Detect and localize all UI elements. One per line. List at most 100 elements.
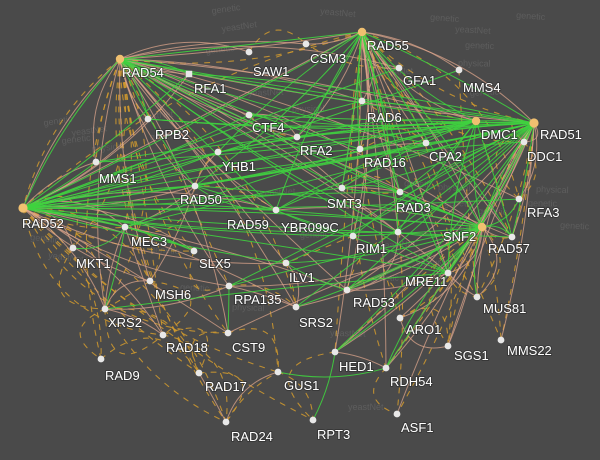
graph-node-rfa2[interactable] [293,133,301,141]
edge-yeastNet [361,31,535,124]
graph-node-rad53[interactable] [343,286,351,294]
graph-node-rfa3[interactable] [515,195,523,203]
edge-physical [296,31,363,138]
edge-yeastNet [119,45,400,69]
graph-node-sgs1[interactable] [444,342,452,350]
edge-genetic [162,327,209,374]
graph-node-smt3[interactable] [338,184,346,192]
edge-type-watermark: genetic [43,113,74,127]
edge-physical [227,285,230,334]
graph-node-ilv1[interactable] [282,259,290,267]
edge-type-watermark: genetic [516,10,546,22]
node-label-rad59: RAD59 [227,217,269,232]
edge-genetic [399,226,483,319]
graph-node-rad55[interactable] [357,27,367,37]
edge-yeastNet [296,31,363,138]
graph-node-slx5[interactable] [190,247,198,255]
edge-yeastNet [119,41,250,60]
edge-genetic [104,308,227,423]
edge-genetic [361,31,404,415]
edge-genetic [476,226,501,298]
node-label-mms1: MMS1 [99,171,137,186]
graph-node-rpa135[interactable] [225,282,233,290]
edge-physical [475,120,513,238]
graph-node-rfa1[interactable] [185,70,193,78]
graph-node-gus1[interactable] [274,368,282,376]
edge-genetic [396,226,483,415]
edge-physical [22,73,190,209]
node-label-rad24: RAD24 [231,429,273,444]
graph-node-rad54[interactable] [115,54,125,64]
graph-node-rim1[interactable] [394,228,402,236]
graph-node-rad52[interactable] [18,203,28,213]
graph-node-csm3[interactable] [302,40,310,48]
edge-genetic [334,31,363,353]
edge-type-watermark: genetic [180,282,210,294]
edge-physical [399,191,483,228]
graph-node-aro1[interactable] [396,314,404,322]
edge-genetic [458,69,478,298]
node-label-hed1: HED1 [339,359,374,374]
graph-node-mkt1[interactable] [69,244,77,252]
graph-node-ddc1[interactable] [520,138,528,146]
graph-node-cpa2[interactable] [422,139,430,147]
graph-node-rpb2[interactable] [144,115,152,123]
graph-node-rad59[interactable] [272,206,280,214]
graph-node-srs2[interactable] [292,303,300,311]
graph-node-mre11[interactable] [444,269,452,277]
graph-node-asf1[interactable] [393,410,401,418]
edge-physical [119,58,149,120]
graph-node-xrs2[interactable] [101,305,109,313]
edge-type-watermark: genetic [61,132,92,146]
edge-yeastNet [295,226,483,308]
graph-node-ybr099c[interactable] [349,232,357,240]
graph-node-rad51[interactable] [529,118,539,128]
edge-physical [22,207,287,264]
graph-node-rad57[interactable] [508,233,516,241]
graph-node-rad18[interactable] [159,331,167,339]
edge-genetic [104,280,151,310]
graph-node-rad9[interactable] [97,355,105,363]
edge-type-watermark: yeastNet [330,328,366,339]
graph-node-ctf4[interactable] [245,111,253,119]
edge-yeastNet [198,372,227,423]
graph-node-dmc1[interactable] [471,116,481,126]
graph-node-mec3[interactable] [121,223,129,231]
edge-yeastNet [361,31,460,71]
graph-node-saw1[interactable] [245,48,253,56]
graph-node-rdh54[interactable] [382,364,390,372]
edge-physical [124,120,477,228]
graph-node-cst9[interactable] [224,329,232,337]
graph-node-rpt3[interactable] [309,416,317,424]
graph-node-rad6[interactable] [358,97,366,105]
graph-node-mms1[interactable] [92,158,100,166]
graph-node-rad3[interactable] [396,188,404,196]
edge-type-watermark: genetic [528,198,558,209]
edge-genetic [285,262,297,308]
edge-yeastNet [22,207,151,282]
graph-node-mms4[interactable] [455,66,463,74]
node-label-snf2: SNF2 [443,229,476,244]
graph-node-yhb1[interactable] [214,148,222,156]
edge-genetic [500,122,535,341]
node-layer[interactable] [18,27,539,426]
graph-node-gfa1[interactable] [395,64,403,72]
graph-node-rad16[interactable] [356,145,364,153]
edge-genetic [95,58,121,163]
edge-genetic [399,307,449,347]
graph-node-hed1[interactable] [331,348,339,356]
edge-physical [473,226,483,298]
edge-physical [119,58,449,274]
node-label-rad9: RAD9 [105,368,140,383]
graph-node-rad24[interactable] [222,418,230,426]
node-label-gfa1: GFA1 [403,73,436,88]
graph-node-msh6[interactable] [146,277,154,285]
node-label-rpb2: RPB2 [155,127,189,142]
graph-node-rad50[interactable] [191,182,199,190]
graph-node-mus81[interactable] [473,293,481,301]
graph-node-snf2[interactable] [477,222,487,232]
graph-node-rad17[interactable] [195,369,203,377]
graph-node-mms22[interactable] [497,336,505,344]
